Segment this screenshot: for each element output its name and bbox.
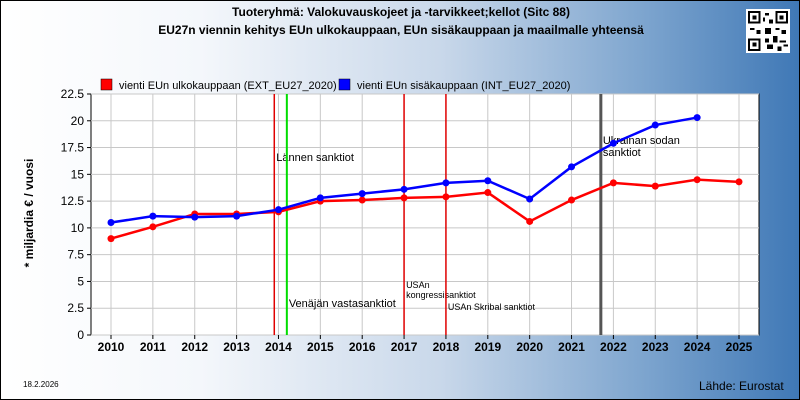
series-1-point (442, 179, 450, 187)
event-label-1: Venäjän vastasanktiot (289, 298, 396, 310)
series-0-point (693, 176, 701, 184)
event-label-2: USAn kongressisanktiot (406, 280, 476, 300)
x-tick-label: 2019 (474, 340, 501, 354)
series-1-point (693, 114, 701, 122)
series-1-point (400, 185, 408, 193)
legend-swatch-0 (100, 78, 113, 91)
x-tick-label: 2017 (391, 340, 418, 354)
x-tick-label: 2015 (307, 340, 334, 354)
date-stamp: 18.2.2026 (23, 380, 59, 389)
x-tick-label: 2023 (642, 340, 669, 354)
y-axis-ticks: 0 2.5 5 7.5 10 12.5 15 17.5 20 22.5 (61, 87, 91, 342)
series-0-point (358, 196, 366, 204)
series-1-point (191, 213, 199, 221)
series-0-point (484, 189, 492, 197)
series-line-0 (110, 178, 740, 240)
x-tick-label: 2013 (223, 340, 250, 354)
x-tick-label: 2014 (265, 340, 292, 354)
series-line-1 (110, 116, 698, 224)
series-1-point (316, 194, 324, 202)
legend: vienti EUn ulkokauppaan (EXT_EU27_2020) v… (100, 78, 570, 92)
qr-code-icon (746, 9, 790, 53)
event-label-0: Lännen sanktiot (276, 152, 354, 164)
series-0-point (651, 182, 659, 190)
series-0-point (149, 223, 157, 231)
series-0-point (609, 179, 617, 187)
y-tick-label: 5 (77, 274, 84, 288)
legend-label-1: vienti EUn sisäkauppaan (INT_EU27_2020) (357, 80, 570, 92)
grid-lines (91, 93, 759, 336)
series-0-point (233, 210, 241, 218)
x-tick-label: 2010 (98, 340, 125, 354)
series-0-point (191, 210, 199, 218)
legend-swatch-1 (338, 78, 351, 91)
y-tick-label: 22.5 (61, 87, 85, 101)
y-tick-label: 17.5 (61, 141, 85, 155)
series-0-point (526, 217, 534, 225)
y-tick-label: 12.5 (61, 194, 85, 208)
event-label-4: Ukrainan sodan sanktiot (603, 135, 680, 159)
x-tick-label: 2011 (140, 340, 166, 354)
y-axis-label: * miljardia € / vuosi (22, 158, 36, 268)
x-tick-label: 2018 (433, 340, 460, 354)
y-tick-label: 7.5 (67, 248, 84, 262)
y-tick-label: 10 (71, 221, 85, 235)
series-1-point (149, 212, 157, 220)
x-axis-ticks: 2010 2011 2012 2013 2014 2015 2016 2017 2018 2019… (98, 335, 753, 354)
series-0-point (316, 197, 324, 205)
x-tick-label: 2022 (600, 340, 627, 354)
y-tick-label: 2.5 (67, 301, 84, 315)
chart-title: Tuoteryhmä: Valokuvauskojeet ja -tarvikk… (232, 5, 570, 19)
chart-subtitle: EU27n viennin kehitys EUn ulkokauppaan, … (158, 23, 644, 37)
series-0-point (274, 208, 282, 216)
series-1-point (609, 139, 617, 147)
source-note: Lähde: Eurostat (699, 379, 784, 393)
series-0-point (107, 235, 115, 243)
x-tick-label: 2012 (181, 340, 208, 354)
series-1-point (651, 121, 659, 129)
x-tick-label: 2025 (726, 340, 753, 354)
y-tick-label: 15 (71, 167, 85, 181)
series-1-point (233, 212, 241, 220)
series-0-point (400, 194, 408, 202)
series-1-point (568, 163, 576, 171)
series-0-point (568, 196, 576, 204)
series-0-point (442, 193, 450, 201)
event-label-3: USAn Skribal sanktiot (448, 302, 536, 312)
y-tick-label: 0 (77, 328, 84, 342)
series-0-point (735, 178, 743, 186)
x-tick-label: 2016 (349, 340, 376, 354)
x-tick-label: 2021 (558, 340, 585, 354)
legend-label-0: vienti EUn ulkokauppaan (EXT_EU27_2020) (119, 80, 337, 92)
series-1-point (274, 206, 282, 214)
series-1-point (526, 195, 534, 203)
x-tick-label: 2020 (516, 340, 543, 354)
series-1-point (358, 190, 366, 198)
x-tick-label: 2024 (684, 340, 711, 354)
y-tick-label: 20 (71, 114, 85, 128)
series-group (107, 114, 743, 243)
series-1-point (107, 219, 115, 227)
plot-area (90, 93, 760, 336)
event-lines: Lännen sanktiot Venäjän vastasanktiot USAn… (273, 94, 680, 335)
series-1-point (484, 177, 492, 185)
